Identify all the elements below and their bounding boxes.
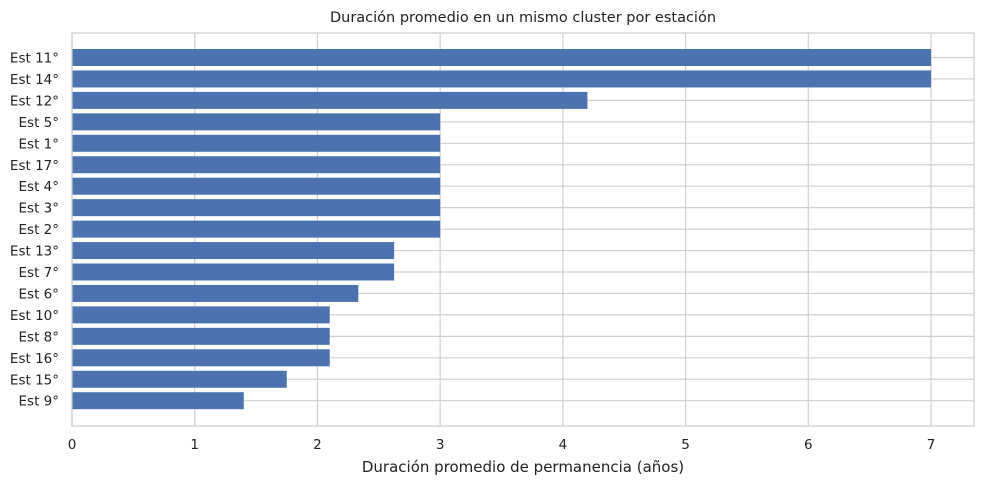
bars bbox=[72, 49, 932, 410]
y-tick-label-13: Est 8° bbox=[19, 329, 60, 345]
y-tick-label-0: Est 11° bbox=[10, 51, 59, 67]
y-tick-label-5: Est 17° bbox=[10, 158, 59, 174]
bar-7 bbox=[72, 199, 441, 217]
plot-frame bbox=[71, 32, 975, 427]
y-tick-label-6: Est 4° bbox=[19, 179, 60, 195]
x-tick-label-0: 0 bbox=[68, 437, 77, 453]
bar-15 bbox=[72, 370, 287, 388]
y-tick-label-11: Est 6° bbox=[19, 286, 60, 302]
bar-2 bbox=[72, 91, 588, 109]
bar-8 bbox=[72, 220, 441, 238]
x-tick-label-1: 1 bbox=[190, 437, 199, 453]
y-tick-label-9: Est 13° bbox=[10, 244, 59, 260]
bar-10 bbox=[72, 263, 395, 281]
y-tick-label-4: Est 1° bbox=[19, 136, 60, 152]
y-tick-label-3: Est 5° bbox=[19, 115, 60, 131]
y-tick-label-12: Est 10° bbox=[10, 308, 59, 324]
y-tick-label-14: Est 16° bbox=[10, 351, 59, 367]
bar-14 bbox=[72, 349, 330, 367]
bar-12 bbox=[72, 306, 330, 324]
x-tick-labels: 0 1 2 3 4 5 6 7 bbox=[68, 437, 936, 453]
x-axis-label: Duración promedio de permanencia (años) bbox=[362, 458, 684, 476]
bar-9 bbox=[72, 242, 395, 260]
y-tick-label-15: Est 15° bbox=[10, 372, 59, 388]
bar-0 bbox=[72, 49, 932, 66]
y-tick-label-2: Est 12° bbox=[10, 93, 59, 109]
bar-3 bbox=[72, 113, 441, 131]
y-tick-label-10: Est 7° bbox=[19, 265, 60, 281]
y-tick-label-1: Est 14° bbox=[10, 72, 59, 88]
x-tick-label-6: 6 bbox=[804, 437, 813, 453]
bar-13 bbox=[72, 327, 330, 345]
bar-5 bbox=[72, 156, 441, 174]
x-tick-label-4: 4 bbox=[559, 437, 568, 453]
y-tick-label-8: Est 2° bbox=[19, 222, 60, 238]
bar-6 bbox=[72, 177, 441, 195]
bar-1 bbox=[72, 70, 932, 88]
bar-16 bbox=[72, 392, 244, 410]
x-tick-label-7: 7 bbox=[927, 437, 936, 453]
x-tick-label-5: 5 bbox=[681, 437, 690, 453]
y-tick-labels: Est 11° Est 14° Est 12° Est 5° Est 1° Est 17°… bbox=[10, 51, 59, 410]
y-tick-label-7: Est 3° bbox=[19, 201, 60, 217]
chart-title: Duración promedio en un mismo cluster po… bbox=[330, 10, 716, 26]
y-tick-label-16: Est 9° bbox=[19, 394, 60, 410]
bar-4 bbox=[72, 134, 441, 152]
x-tick-label-2: 2 bbox=[313, 437, 322, 453]
x-tick-label-3: 3 bbox=[436, 437, 445, 453]
bar-11 bbox=[72, 284, 359, 302]
